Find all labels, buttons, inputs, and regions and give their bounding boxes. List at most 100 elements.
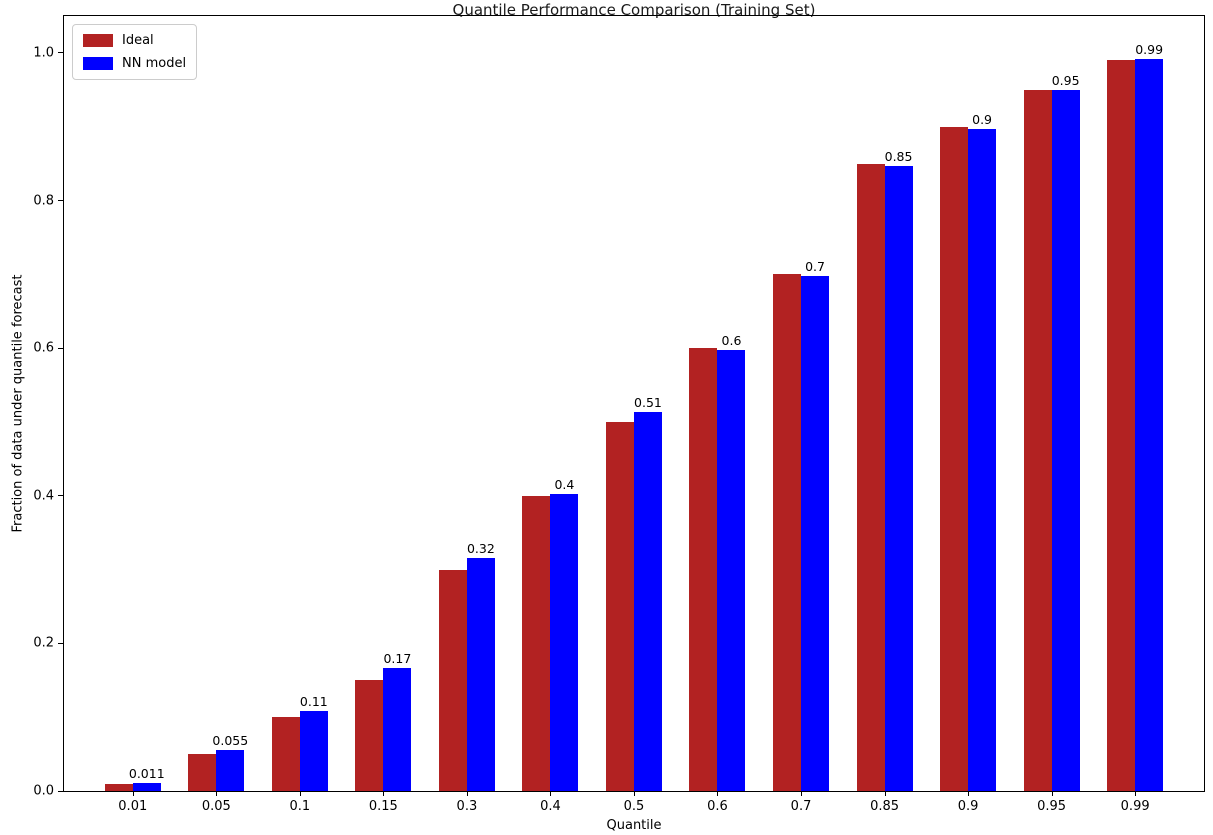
- bar-group-0.15: 0.17 0.15: [342, 16, 426, 814]
- chart-title: Quantile Performance Comparison (Trainin…: [452, 1, 816, 19]
- x-tick-label: 0.6: [707, 799, 728, 814]
- bar-value-label: 0.6: [721, 332, 742, 348]
- x-tick-label: 0.99: [1120, 799, 1150, 814]
- x-tick-mark: [550, 791, 552, 796]
- bar-nn-model-0.5: 0.51: [633, 395, 662, 791]
- bar-ideal-0.3: [438, 569, 467, 791]
- y-tick-label: 0.8: [33, 193, 54, 209]
- y-tick-mark: [58, 52, 64, 54]
- x-tick-label: 0.1: [289, 799, 311, 814]
- bar-ideal-0.7: [773, 274, 802, 791]
- y-tick-label: 0.4: [33, 488, 54, 504]
- bar-nn-model-0.6: 0.6: [717, 333, 746, 791]
- bar-nn-model-0.9: 0.9: [968, 112, 997, 791]
- legend-item-nn-model: NN model: [83, 56, 186, 71]
- bar-nn-model-0.99: 0.99: [1135, 42, 1164, 791]
- bar-ideal-0.95: [1023, 89, 1052, 791]
- x-tick-label: 0.5: [623, 799, 645, 814]
- bar-group-0.05: 0.055 0.05: [175, 16, 259, 814]
- legend: Ideal NN model: [72, 24, 198, 80]
- bar-group-0.95: 0.95 0.95: [1010, 16, 1094, 814]
- bar-value-label: 0.99: [1135, 41, 1164, 57]
- x-tick-mark: [633, 791, 635, 796]
- plot-area: 0.0 0.2 0.4 0.6 0.8 1.0 0.011 0.01 0.055 0.05 0.1…: [33, 15, 1205, 814]
- bar-value-label: 0.95: [1051, 72, 1080, 88]
- y-axis-label: Fraction of data under quantile forecast: [10, 274, 26, 533]
- bar-ideal-0.15: [355, 680, 384, 791]
- bar-group-0.9: 0.9 0.9: [926, 16, 1010, 814]
- legend-item-ideal: Ideal: [83, 33, 186, 48]
- y-tick-label: 0.6: [33, 340, 54, 356]
- bar-ideal-0.4: [522, 495, 551, 791]
- x-tick-mark: [1051, 791, 1053, 796]
- bar-group-0.4: 0.4 0.4: [509, 16, 593, 814]
- bar-ideal-0.01: [104, 783, 133, 791]
- bar-value-label: 0.4: [554, 476, 575, 492]
- bar-value-label: 0.51: [634, 395, 662, 411]
- y-tick-mark: [58, 790, 64, 792]
- bar-nn-model-0.05: 0.055: [212, 733, 248, 791]
- x-tick-mark: [466, 791, 468, 796]
- bar-group-0.7: 0.7 0.7: [759, 16, 843, 814]
- x-tick-label: 0.05: [201, 799, 231, 814]
- bar-nn-model-0.01: 0.011: [129, 766, 165, 791]
- x-tick-mark: [383, 791, 385, 796]
- bar-ideal-0.1: [271, 717, 300, 791]
- x-tick-mark: [717, 791, 719, 796]
- bar-nn-model-0.4: 0.4: [550, 477, 579, 791]
- legend-label-nn-model: NN model: [122, 56, 187, 71]
- bar-value-label: 0.85: [884, 148, 913, 164]
- y-tick-label: 0.2: [33, 635, 54, 651]
- x-tick-mark: [1135, 791, 1137, 796]
- legend-swatch-ideal: [83, 34, 113, 47]
- bar-ideal-0.5: [605, 421, 634, 791]
- bar-nn-model-0.95: 0.95: [1051, 73, 1080, 791]
- bar-value-label: 0.11: [299, 694, 328, 710]
- x-tick-label: 0.15: [368, 799, 398, 814]
- x-tick-label: 0.95: [1037, 799, 1067, 814]
- x-tick-label: 0.9: [957, 799, 979, 814]
- bar-group-0.85: 0.85 0.85: [843, 16, 927, 814]
- bar-ideal-0.9: [940, 126, 969, 791]
- x-tick-label: 0.85: [870, 799, 900, 814]
- y-tick-mark: [58, 495, 64, 497]
- x-axis-label: Quantile: [606, 818, 662, 833]
- bar-value-label: 0.7: [805, 258, 825, 274]
- x-tick-label: 0.3: [456, 799, 478, 814]
- x-tick-mark: [801, 791, 803, 796]
- x-tick-mark: [216, 791, 218, 796]
- y-tick-mark: [58, 200, 64, 202]
- y-tick-mark: [58, 347, 64, 349]
- x-tick-mark: [299, 791, 301, 796]
- legend-label-ideal: Ideal: [122, 33, 154, 48]
- x-tick-label: 0.4: [540, 799, 561, 814]
- bar-group-0.01: 0.011 0.01: [91, 16, 175, 814]
- bar-ideal-0.85: [856, 163, 885, 791]
- x-tick-label: 0.01: [118, 799, 148, 814]
- bar-nn-model-0.85: 0.85: [884, 149, 913, 791]
- bar-ideal-0.6: [689, 348, 718, 791]
- x-tick-mark: [968, 791, 970, 796]
- bar-group-0.5: 0.51 0.5: [592, 16, 676, 814]
- y-tick-label: 0.0: [33, 783, 54, 799]
- bar-value-label: 0.9: [972, 111, 993, 127]
- bar-group-0.6: 0.6 0.6: [676, 16, 760, 814]
- bar-nn-model-0.7: 0.7: [801, 259, 830, 791]
- bar-nn-model-0.15: 0.17: [383, 651, 412, 791]
- bar-nn-model-0.1: 0.11: [299, 694, 328, 791]
- bar-group-0.1: 0.11 0.1: [258, 16, 342, 814]
- bar-group-0.3: 0.32 0.3: [425, 16, 509, 814]
- bar-nn-model-0.3: 0.32: [466, 541, 495, 791]
- bar-group-0.99: 0.99 0.99: [1093, 16, 1177, 814]
- x-tick-label: 0.7: [790, 799, 812, 814]
- bar-ideal-0.05: [188, 754, 217, 791]
- x-tick-mark: [132, 791, 134, 796]
- y-tick-label: 1.0: [33, 45, 54, 61]
- bar-value-label: 0.011: [128, 765, 165, 781]
- legend-swatch-nn-model: [83, 57, 113, 70]
- bar-value-label: 0.055: [212, 733, 249, 749]
- x-tick-mark: [884, 791, 886, 796]
- bar-value-label: 0.32: [466, 540, 495, 556]
- bar-ideal-0.99: [1107, 60, 1136, 791]
